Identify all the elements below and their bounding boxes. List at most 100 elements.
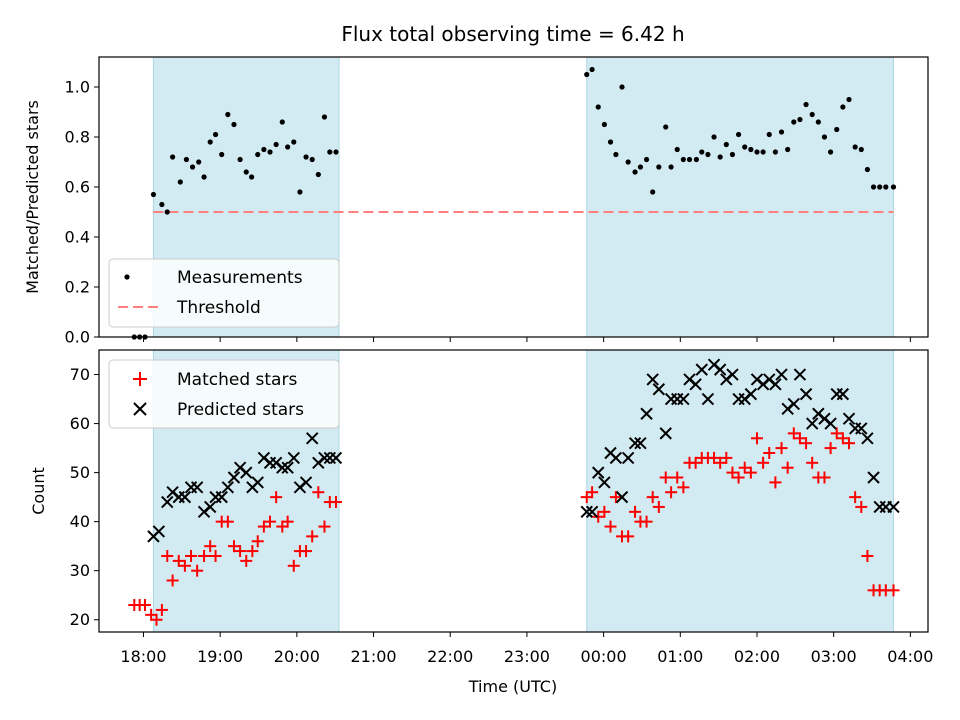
predicted-star-point: [580, 505, 593, 519]
measurement-point: [693, 156, 700, 163]
predicted-star-point: [646, 373, 659, 386]
predicted-star-point: [867, 471, 880, 484]
predicted-star-point: [215, 490, 228, 504]
predicted-star-point: [276, 461, 289, 474]
bottom-legend: Matched stars Predicted stars: [108, 359, 340, 429]
bottom-y-axis-label: Count: [29, 467, 48, 515]
predicted-star-point: [659, 427, 672, 440]
matched-star-point: [732, 471, 745, 484]
matched-star-point: [204, 540, 217, 553]
measurement-point: [595, 104, 601, 110]
matched-star-point: [629, 505, 642, 518]
bottom-xtick-label: 19:00: [197, 647, 243, 666]
bottom-xtick-label: 22:00: [427, 647, 473, 666]
top-ytick-label: 0.2: [65, 278, 90, 297]
matched-star-point: [300, 545, 313, 558]
predicted-star-point: [701, 392, 715, 406]
predicted-star-point: [634, 436, 647, 450]
measurement-point: [656, 164, 662, 170]
matched-star-point: [689, 456, 702, 469]
measurement-point: [207, 139, 213, 145]
measurement-point: [291, 139, 297, 145]
predicted-star-point: [677, 392, 690, 406]
predicted-star-point: [621, 451, 635, 465]
chart-title: Flux total observing time = 6.42 h: [341, 22, 684, 46]
measurement-point: [828, 149, 834, 155]
predicted-star-point: [855, 422, 868, 435]
measurement-point: [705, 151, 711, 158]
matched-star-point: [781, 461, 794, 474]
measurement-point: [212, 131, 219, 138]
matched-star-point: [209, 549, 222, 562]
measurement-point: [619, 84, 625, 90]
measurement-point: [164, 209, 170, 215]
measurement-point: [219, 151, 225, 158]
measurement-point: [315, 171, 321, 178]
measurement-point: [189, 164, 196, 170]
predicted-star-point: [652, 383, 666, 396]
bottom-ytick-label: 70: [70, 365, 90, 384]
predicted-star-point: [281, 461, 294, 474]
top-ytick-label: 1.0: [65, 78, 90, 97]
predicted-star-point: [726, 368, 739, 381]
top-panel: 0.0 0.2 0.4 0.6 0.8 1.0 Matched/Predicted sta…: [23, 56, 929, 347]
predicted-star-point: [744, 387, 758, 401]
measurement-point: [668, 164, 674, 170]
predicted-star-point: [824, 417, 837, 430]
predicted-star-point: [161, 495, 174, 509]
bottom-xtick-label: 04:00: [887, 647, 933, 666]
matched-star-point: [887, 584, 900, 597]
measurement-point: [877, 184, 883, 190]
measurement-point: [613, 151, 619, 158]
bottom-xtick-label: 23:00: [504, 647, 550, 666]
predicted-star-point: [305, 432, 319, 445]
predicted-star-point: [640, 407, 653, 420]
measurement-point: [821, 134, 828, 140]
measurement-point: [285, 144, 291, 150]
matched-star-point: [744, 466, 757, 479]
measurement-point: [321, 114, 328, 120]
matched-star-point: [166, 574, 179, 587]
measurement-point: [279, 119, 285, 125]
measurement-point: [834, 126, 840, 133]
matched-star-point: [604, 520, 617, 533]
measurement-point: [778, 129, 785, 135]
measurement-point: [846, 96, 852, 103]
matched-star-point: [775, 442, 788, 455]
predicted-star-point: [251, 476, 264, 489]
top-ytick-label: 0.0: [65, 328, 90, 347]
matched-star-point: [221, 515, 234, 528]
matched-star-point: [646, 491, 659, 504]
matched-star-point: [257, 520, 270, 533]
matched-star-point: [191, 564, 204, 577]
measurement-point: [729, 151, 736, 158]
matched-star-point: [843, 437, 856, 450]
matched-star-point: [227, 540, 240, 553]
predicted-star-point: [713, 363, 727, 376]
bottom-panel-frame: [98, 349, 929, 633]
predicted-star-point: [240, 466, 253, 479]
matched-star-point: [708, 451, 721, 464]
top-y-axis-label: Matched/Predicted stars: [23, 100, 42, 294]
measurement-point: [255, 151, 261, 158]
matched-star-point: [161, 549, 174, 562]
predicted-star-point: [598, 476, 611, 489]
measurement-point: [699, 149, 705, 155]
measurement-point: [686, 156, 693, 163]
matched-star-point: [329, 496, 342, 509]
legend-measurements-label: Measurements: [177, 268, 303, 288]
matched-star-point: [671, 471, 684, 484]
measurement-point: [742, 144, 748, 150]
measurement-point: [890, 184, 897, 190]
predicted-star-point: [203, 500, 217, 514]
bottom-panel: 20 30 40 50 60 70 18:00 19:00 20:00 21:00 22:00 23…: [29, 349, 933, 696]
predicted-star-point: [592, 466, 605, 479]
predicted-star-point: [628, 436, 642, 450]
predicted-star-point: [793, 368, 807, 381]
matched-star-point: [659, 471, 672, 484]
matched-star-point: [714, 456, 727, 469]
matched-star-point: [234, 545, 247, 558]
measurement-point: [803, 101, 809, 108]
measurement-point: [785, 146, 791, 153]
